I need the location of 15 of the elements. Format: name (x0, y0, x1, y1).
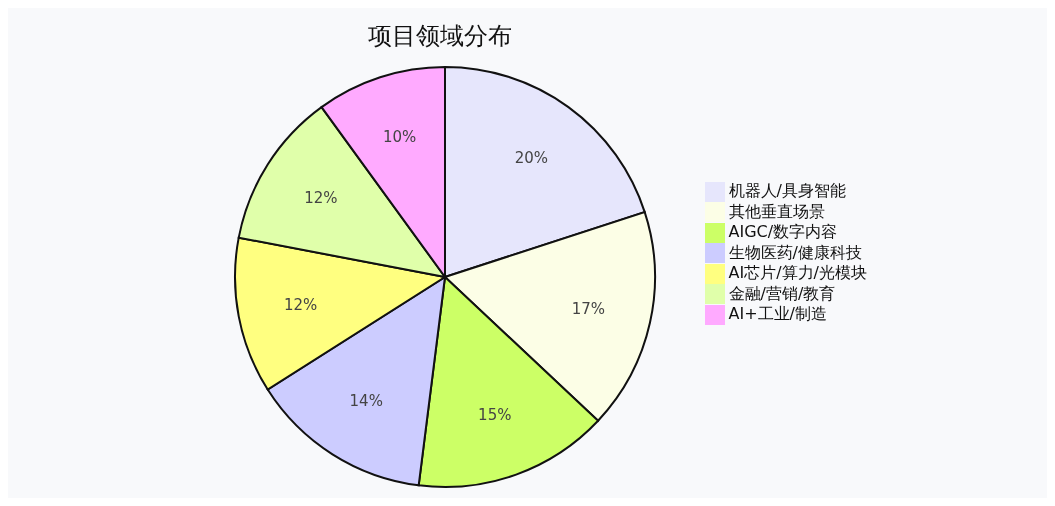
data-label: 12% (283, 295, 318, 314)
chart-title: 项目领域分布 (368, 22, 512, 50)
data-label: 12% (304, 189, 338, 208)
legend-label: AI芯片/算力/光模块 (728, 263, 867, 283)
data-label: 20% (514, 149, 549, 168)
data-label: 10% (382, 128, 417, 147)
legend-label: 金融/营销/教育 (728, 283, 836, 303)
legend-label: 机器人/具身智能 (728, 181, 846, 201)
legend-label: 其他垂直场景 (728, 201, 825, 221)
data-label: 15% (478, 406, 512, 425)
legend-label: AI+工业/制造 (728, 304, 828, 324)
data-label: 17% (571, 300, 606, 319)
legend-label: AIGC/数字内容 (728, 222, 838, 242)
legend-label: 生物医药/健康科技 (728, 242, 862, 262)
data-label: 14% (349, 392, 383, 411)
